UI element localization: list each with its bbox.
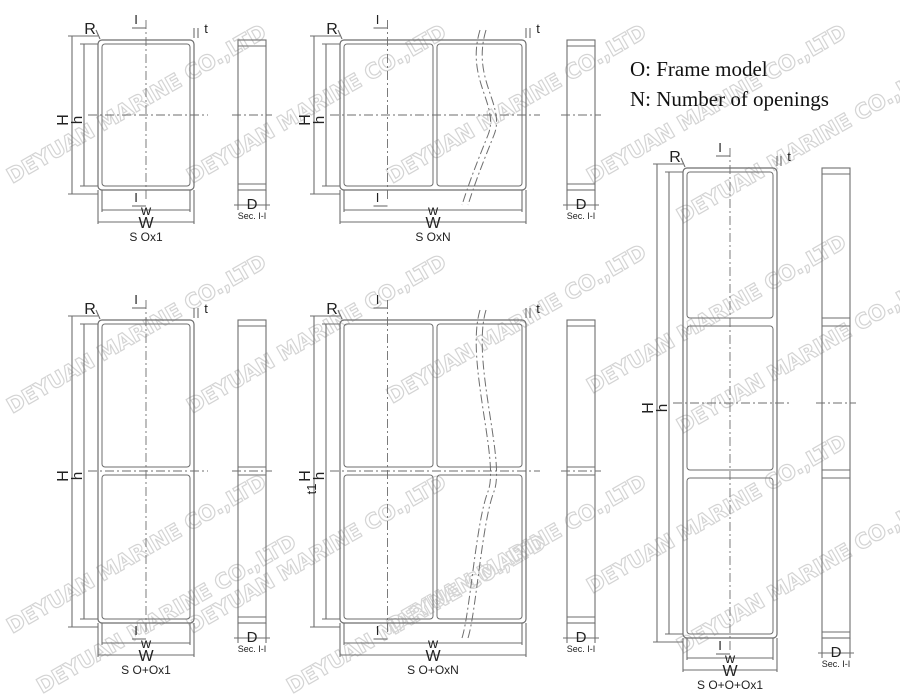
- section-I-top-label: I: [376, 292, 380, 307]
- section-I-bottom-label: I: [376, 190, 380, 205]
- dimension-H-label: H: [297, 114, 314, 126]
- thickness-t-label: t: [204, 21, 208, 36]
- depth-D-label: D: [831, 644, 842, 661]
- dimension-W-label: W: [722, 663, 738, 680]
- section-label: Sec. I-I: [238, 211, 267, 221]
- drawings: [68, 20, 856, 674]
- section-label: Sec. I-I: [567, 211, 596, 221]
- dimension-w-label: w: [427, 202, 439, 218]
- dimension-H-label: H: [55, 114, 72, 126]
- radius-R-label: R: [84, 301, 96, 318]
- section-label: Sec. I-I: [238, 644, 267, 654]
- dimension-H-label: H: [297, 470, 314, 482]
- dimension-h-label: h: [69, 116, 86, 124]
- watermark-text: DEYUAN MARINE CO.,LTD: [673, 270, 900, 438]
- dimension-h-label: h: [311, 472, 328, 480]
- legend-frame-model: O: Frame model: [630, 57, 768, 81]
- depth-D-label: D: [247, 629, 258, 646]
- section-I-bottom-label: I: [376, 623, 380, 638]
- drawing-caption: S OxN: [415, 230, 450, 244]
- thickness-t-label: t: [787, 149, 791, 164]
- section-label: Sec. I-I: [822, 659, 851, 669]
- dimension-W-label: W: [138, 215, 154, 232]
- depth-D-label: D: [247, 196, 258, 213]
- thickness-t-label: t: [536, 21, 540, 36]
- drawing-caption: S O+Ox1: [121, 663, 171, 677]
- section-I-top-label: I: [134, 292, 138, 307]
- section-I-top-label: I: [718, 140, 722, 155]
- dimension-h-label: h: [311, 116, 328, 124]
- section-I-top-label: I: [134, 12, 138, 27]
- dimension-W-label: W: [425, 648, 441, 665]
- radius-R-label: R: [84, 21, 96, 38]
- drawing-caption: S O+OxN: [407, 663, 459, 677]
- dimension-h-label: h: [654, 404, 671, 412]
- radius-R-label: R: [326, 21, 338, 38]
- thickness-t-label: t: [204, 301, 208, 316]
- thickness-t1-label: t1: [304, 484, 319, 495]
- section-I-bottom-label: I: [718, 638, 722, 653]
- radius-R-label: R: [669, 149, 681, 166]
- drawing-3: [339, 309, 596, 659]
- section-label: Sec. I-I: [567, 644, 596, 654]
- dimension-H-label: H: [640, 402, 657, 414]
- dimension-w-label: w: [724, 650, 736, 666]
- dimension-w-label: w: [140, 635, 152, 651]
- dimension-w-label: w: [140, 202, 152, 218]
- dimension-h-label: h: [69, 472, 86, 480]
- depth-D-label: D: [576, 196, 587, 213]
- dimension-H-label: H: [55, 470, 72, 482]
- section-I-top-label: I: [376, 12, 380, 27]
- drawing-caption: S O+O+Ox1: [697, 678, 763, 692]
- watermarks: DEYUAN MARINE CO.,LTD DEYUAN MARINE CO.,L…: [2, 19, 900, 699]
- section-I-bottom-label: I: [134, 623, 138, 638]
- legend-number-of-openings: N: Number of openings: [630, 87, 829, 111]
- dimension-w-label: w: [427, 635, 439, 651]
- radius-R-label: R: [326, 301, 338, 318]
- thickness-t-label: t: [536, 301, 540, 316]
- drawing-caption: S Ox1: [129, 230, 163, 244]
- section-I-bottom-label: I: [134, 190, 138, 205]
- depth-D-label: D: [576, 629, 587, 646]
- dimension-W-label: W: [425, 215, 441, 232]
- dimension-W-label: W: [138, 648, 154, 665]
- watermark-text: DEYUAN MARINE CO.,LTD: [673, 60, 900, 228]
